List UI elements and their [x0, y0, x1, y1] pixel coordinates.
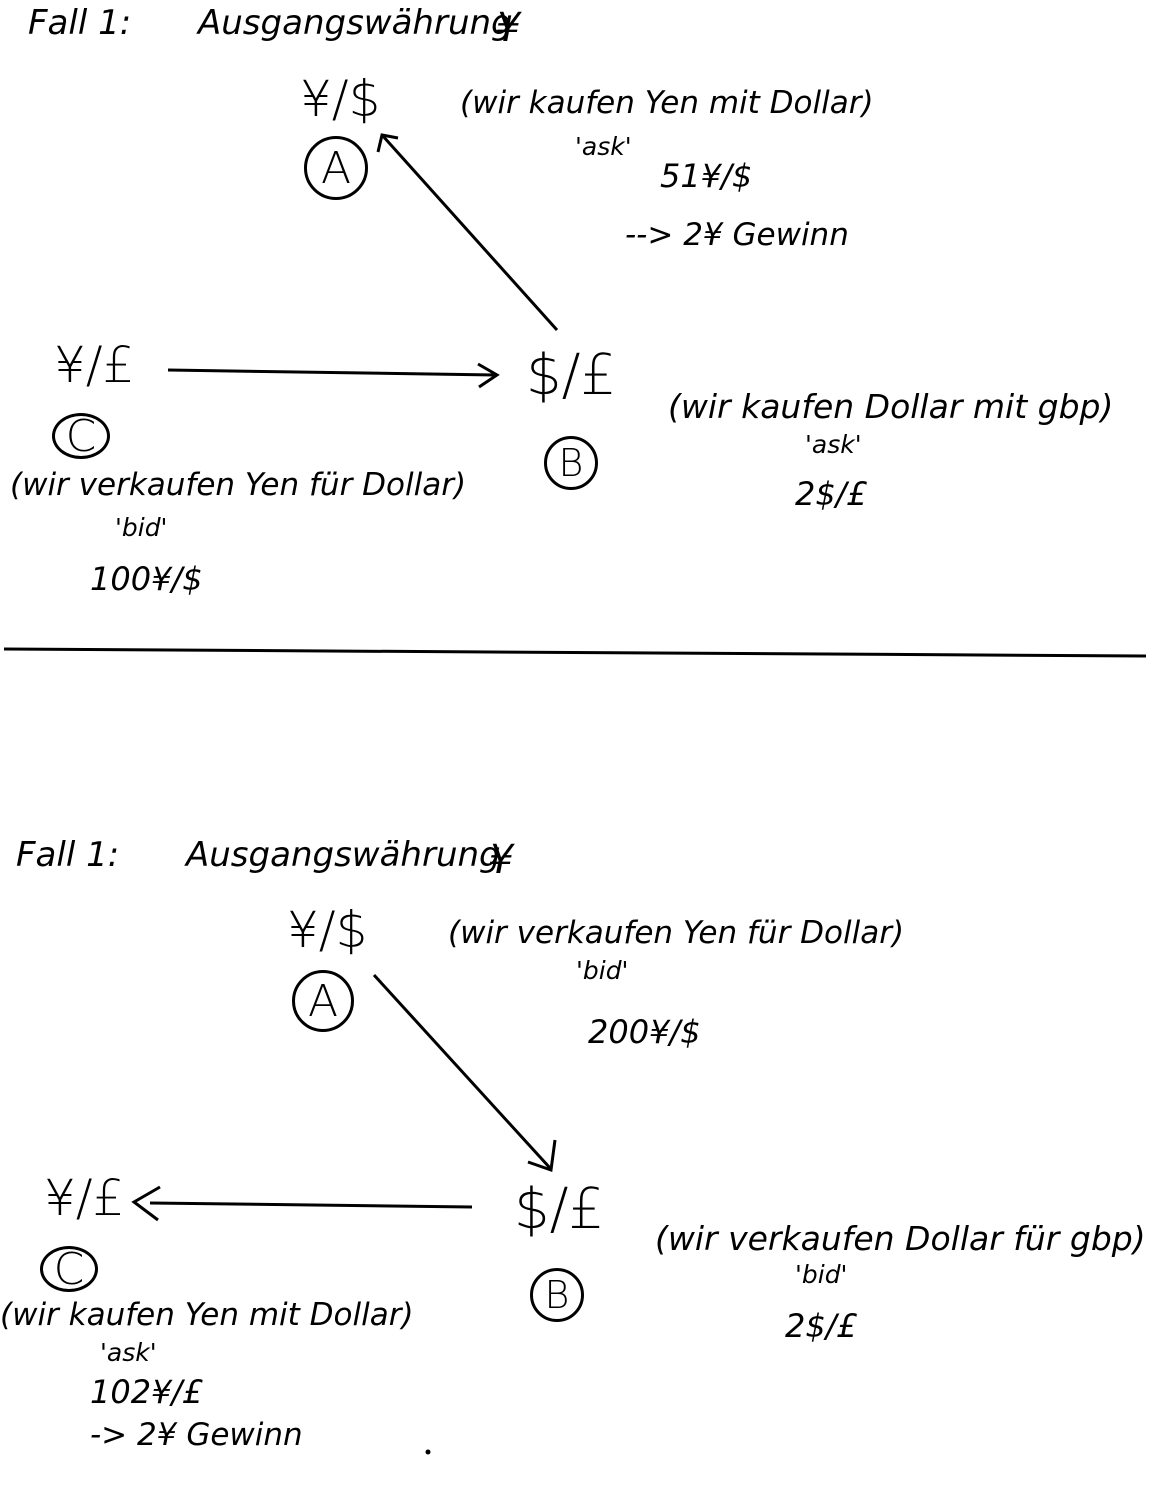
arrow-c-to-b-shaft	[167, 368, 496, 377]
case1-node-c-circle: C	[52, 411, 110, 462]
case1-node-a-rate: 51¥/$	[660, 157, 753, 195]
arrow-a-to-b-shaft	[372, 973, 552, 1170]
case2-node-b-circle: B	[530, 1268, 584, 1322]
arrow-c-to-b-head	[477, 362, 500, 389]
case2-node-a-pair: ¥/$	[287, 901, 368, 959]
case2-node-a-rate: 200¥/$	[588, 1013, 701, 1051]
case1-title: Fall 1:	[28, 3, 132, 43]
case2-node-c-rate: 102¥/£	[90, 1373, 203, 1411]
case2-node-b-side: 'bid'	[795, 1260, 848, 1289]
case2-start-currency-label: Ausgangswährung	[186, 835, 501, 875]
case2-node-c-side: 'ask'	[100, 1338, 157, 1367]
case1-node-c-side: 'bid'	[115, 513, 168, 542]
case2-title: Fall 1:	[16, 835, 120, 875]
case1-start-currency-label: Ausgangswährung	[198, 3, 513, 43]
case1-node-b-circle: B	[544, 436, 598, 490]
ink-dot	[425, 1449, 431, 1455]
case2-node-a-circle: A	[292, 970, 354, 1032]
case1-node-c-note: (wir verkaufen Yen für Dollar)	[10, 467, 467, 503]
case2-node-b-note: (wir verkaufen Dollar für gbp)	[655, 1219, 1146, 1258]
case1-node-b-pair: $/£	[526, 343, 617, 408]
case1-node-a-note: (wir kaufen Yen mit Dollar)	[460, 85, 874, 121]
arrow-b-to-a-head	[376, 133, 399, 153]
arrow-b-to-a-shaft	[380, 133, 559, 332]
case2-node-a-side: 'bid'	[576, 956, 629, 985]
case2-node-c-profit: -> 2¥ Gewinn	[90, 1417, 303, 1453]
case2-node-c-circle: C	[40, 1244, 98, 1295]
section-divider	[3, 647, 1147, 658]
case2-node-a-note: (wir verkaufen Yen für Dollar)	[448, 915, 905, 951]
case1-start-currency: ¥	[495, 5, 521, 51]
case2-node-b-rate: 2$/£	[785, 1307, 857, 1345]
arrow-a-to-b-head	[527, 1139, 557, 1173]
case1-node-a-profit: --> 2¥ Gewinn	[625, 217, 849, 253]
case2-start-currency: ¥	[488, 837, 514, 883]
case2-node-c-note: (wir kaufen Yen mit Dollar)	[0, 1297, 414, 1333]
case1-node-b-side: 'ask'	[805, 430, 862, 459]
case1-node-b-note: (wir kaufen Dollar mit gbp)	[668, 387, 1114, 426]
case1-node-c-pair: ¥/£	[54, 336, 135, 394]
case1-node-a-circle: A	[304, 136, 368, 200]
arrow-b-to-c-shaft	[149, 1201, 473, 1209]
case1-node-a-side: 'ask'	[575, 132, 632, 161]
case1-node-c-rate: 100¥/$	[90, 560, 203, 598]
case2-node-b-pair: $/£	[514, 1177, 605, 1242]
case1-node-b-rate: 2$/£	[795, 475, 867, 513]
arrow-b-to-c-head	[131, 1185, 161, 1222]
case2-node-c-pair: ¥/£	[44, 1169, 125, 1227]
case1-node-a-pair: ¥/$	[300, 70, 381, 128]
